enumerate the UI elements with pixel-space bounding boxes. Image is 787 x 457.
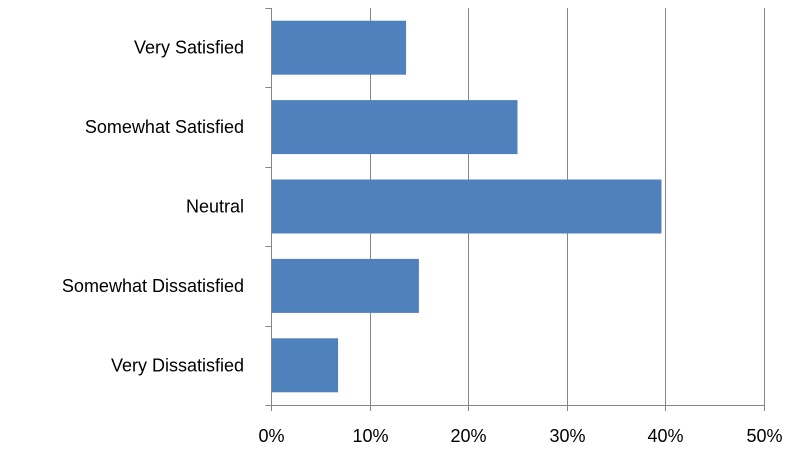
x-tick-label: 20% — [450, 426, 486, 446]
x-tick-label: 0% — [258, 426, 284, 446]
bar-somewhat-satisfied — [271, 100, 518, 155]
category-label: Neutral — [186, 197, 244, 217]
category-label: Very Satisfied — [134, 38, 244, 58]
category-label: Very Dissatisfied — [111, 355, 244, 375]
bar-very-satisfied — [271, 20, 407, 75]
bar-neutral — [271, 179, 662, 234]
category-label: Somewhat Satisfied — [85, 117, 244, 137]
x-tick-label: 50% — [746, 426, 782, 446]
x-tick-label: 30% — [549, 426, 585, 446]
bar-very-dissatisfied — [271, 338, 339, 393]
x-tick-labels: 0% 10% 20% 30% 40% 50% — [258, 426, 782, 446]
axes — [265, 8, 765, 411]
x-tick-label: 40% — [647, 426, 683, 446]
category-labels: Very Satisfied Somewhat Satisfied Neutral S… — [62, 38, 244, 376]
category-label: Somewhat Dissatisfied — [62, 276, 244, 296]
bar-somewhat-dissatisfied — [271, 258, 419, 313]
bars — [271, 20, 662, 393]
x-tick-label: 10% — [352, 426, 388, 446]
